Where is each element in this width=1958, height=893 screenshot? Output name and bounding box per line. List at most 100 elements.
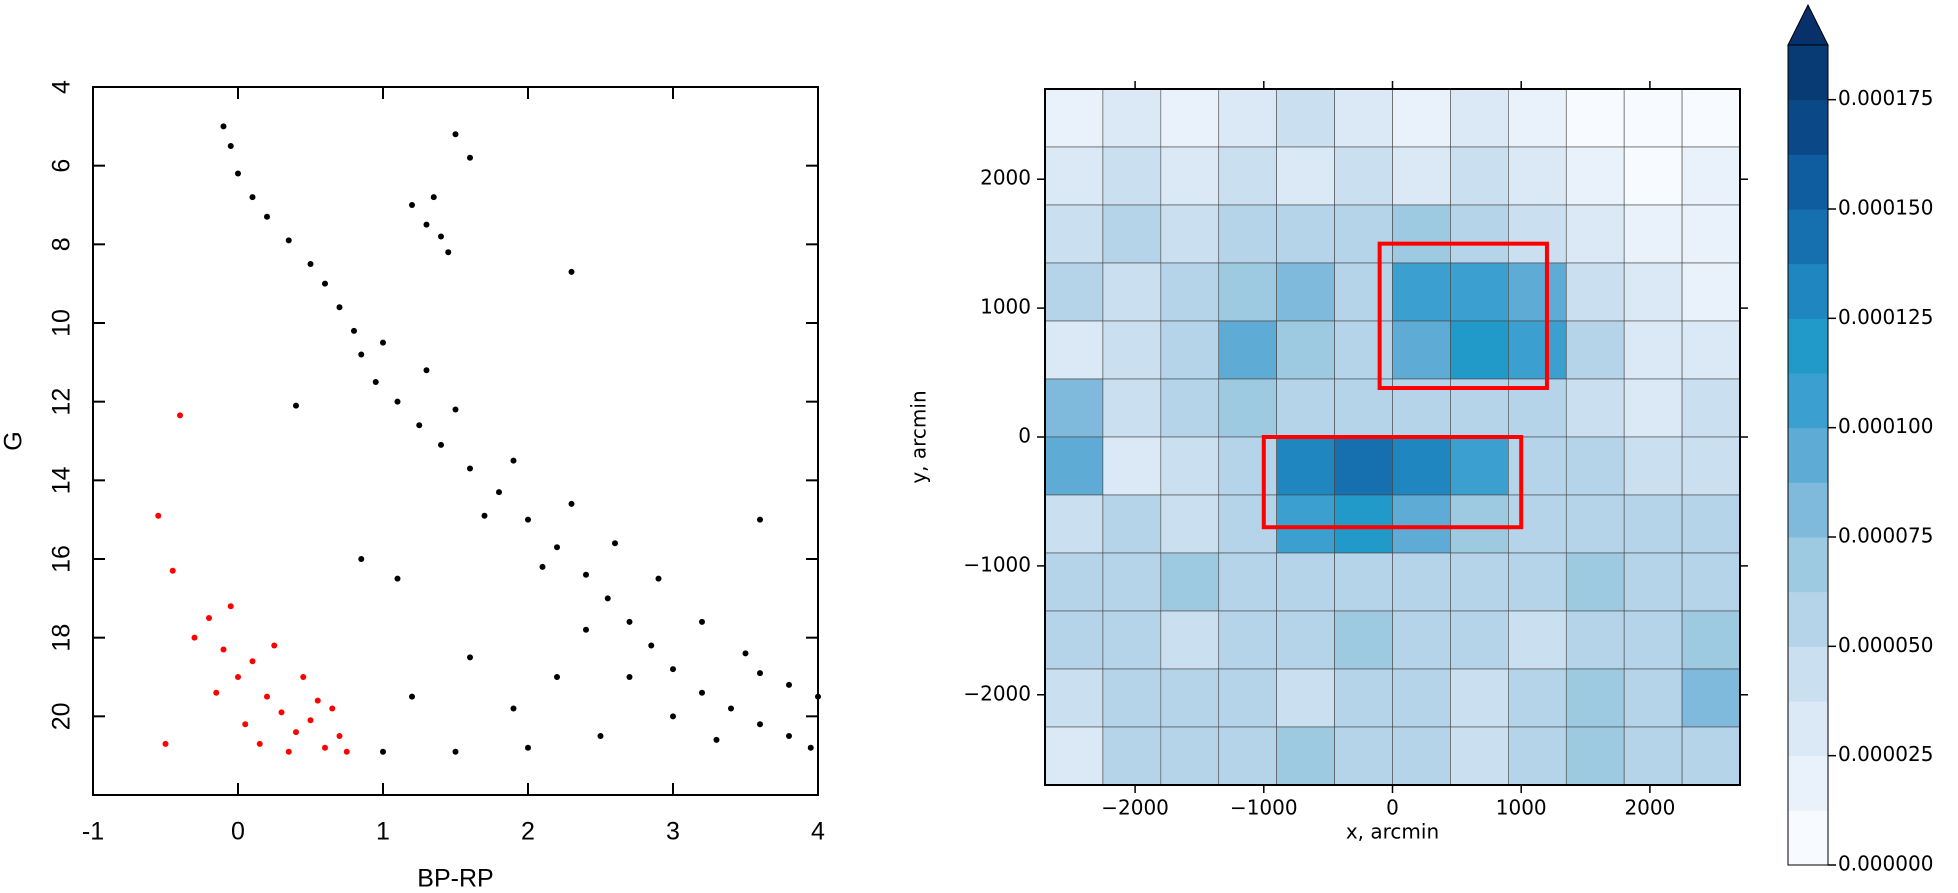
density-cell <box>1044 262 1104 322</box>
density-cell <box>1218 726 1277 786</box>
data-point <box>394 575 401 582</box>
data-point <box>648 642 655 649</box>
density-cell <box>1334 668 1393 728</box>
density-cell <box>1681 262 1741 322</box>
density-cell <box>1623 88 1683 148</box>
colorbar-band <box>1788 701 1828 757</box>
density-cell <box>1160 668 1220 728</box>
colorbar-band <box>1788 591 1828 647</box>
x-tick-label: 0 <box>1386 796 1399 820</box>
data-point <box>786 733 792 739</box>
density-cell <box>1565 204 1625 264</box>
colorbar-band <box>1788 154 1828 210</box>
y-tick-label: −1000 <box>963 552 1031 576</box>
density-cell <box>1044 204 1104 264</box>
data-point <box>351 327 357 334</box>
colorbar-band <box>1788 427 1828 483</box>
colorbar-tick-label: 0.000025 <box>1838 742 1933 766</box>
data-point <box>358 351 365 358</box>
y-tick-label: 4 <box>48 80 76 94</box>
data-point <box>554 674 560 680</box>
density-cell <box>1044 494 1104 554</box>
x-tick-label: 2000 <box>1624 796 1675 820</box>
density-cell <box>1681 436 1741 496</box>
y-tick-label: 0 <box>1018 424 1031 448</box>
density-cell <box>1276 668 1335 728</box>
density-panel: −2000 −1000 0 1000 2000 −2000 −1000 0 1000 2000 x,… <box>907 3 1933 876</box>
data-point <box>510 705 517 712</box>
density-cell <box>1450 146 1509 206</box>
density-cell <box>1218 552 1277 612</box>
x-tick-label: 1 <box>376 818 390 846</box>
x-tick-label: 4 <box>811 818 825 846</box>
density-cell <box>1218 668 1277 728</box>
data-point <box>329 705 336 712</box>
data-point <box>155 512 162 519</box>
density-cell <box>1160 726 1220 786</box>
density-cell <box>1623 320 1683 380</box>
density-cell <box>1160 204 1220 264</box>
data-point <box>380 748 386 755</box>
data-point <box>227 603 234 610</box>
data-point <box>757 670 763 677</box>
density-cell <box>1565 88 1625 148</box>
density-cell <box>1334 436 1393 496</box>
density-cell <box>1334 610 1393 670</box>
density-cell <box>1276 552 1335 612</box>
density-cell <box>1160 552 1220 612</box>
density-cell <box>1508 726 1567 786</box>
density-cell <box>1508 494 1567 554</box>
density-cell <box>1681 146 1741 206</box>
density-cell <box>1160 146 1220 206</box>
density-cell <box>1623 204 1683 264</box>
density-cell <box>1276 610 1335 670</box>
x-axis-label: x, arcmin <box>1346 820 1439 844</box>
data-point <box>742 650 749 657</box>
colorbar-band <box>1788 810 1828 866</box>
density-cell <box>1565 610 1625 670</box>
density-cell <box>1681 378 1741 438</box>
x-tick-label: −2000 <box>1101 796 1169 820</box>
colorbar-tick-label: 0.000175 <box>1838 86 1933 110</box>
data-point <box>177 412 183 419</box>
data-point <box>423 367 430 374</box>
data-point <box>612 540 618 547</box>
density-cell <box>1392 668 1451 728</box>
colorbar-tick-label: 0.000075 <box>1838 524 1933 548</box>
data-point <box>670 713 676 720</box>
density-cell <box>1276 88 1335 148</box>
density-cell <box>1623 146 1683 206</box>
density-cell <box>1102 552 1162 612</box>
density-cell <box>1565 726 1625 786</box>
density-cell <box>1681 610 1741 670</box>
data-point <box>583 626 589 633</box>
density-cell <box>1218 494 1277 554</box>
density-cell <box>1681 552 1741 612</box>
density-cell <box>1334 494 1393 554</box>
density-cell <box>1160 320 1220 380</box>
density-cell <box>1044 552 1104 612</box>
data-point <box>604 595 611 602</box>
density-cell <box>1450 668 1509 728</box>
density-cell <box>1334 320 1393 380</box>
data-point <box>510 457 517 464</box>
data-point <box>655 575 662 582</box>
y-tick-label: 6 <box>48 159 76 173</box>
data-point <box>583 571 589 578</box>
colorbar-tick-label: 0.000125 <box>1838 305 1933 329</box>
density-cell <box>1623 378 1683 438</box>
y-tick-label: 1000 <box>980 295 1031 319</box>
density-cell <box>1565 262 1625 322</box>
colorbar-tick-label: 0.000000 <box>1838 852 1933 876</box>
y-tick-label: −2000 <box>963 681 1031 705</box>
data-point <box>191 634 198 641</box>
data-point <box>786 681 792 688</box>
data-point <box>807 744 814 751</box>
density-cell <box>1392 204 1451 264</box>
data-point <box>568 268 575 275</box>
data-point <box>235 674 241 680</box>
density-cell <box>1623 610 1683 670</box>
density-cell <box>1160 88 1220 148</box>
y-tick-label: 2000 <box>980 166 1031 190</box>
